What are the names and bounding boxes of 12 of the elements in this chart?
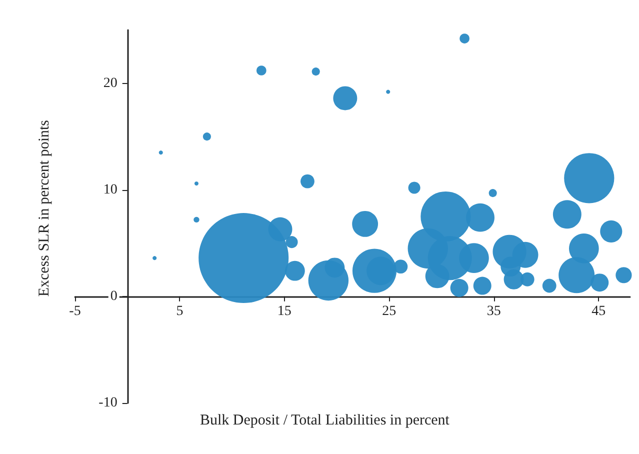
y-tick-label: 0 [110,288,118,304]
y-tick-label: 20 [103,76,118,91]
y-axis-title: Excess SLR in percent points [36,120,52,297]
y-tick-label: 10 [103,182,118,198]
x-tick-label: 25 [382,304,396,319]
y-tick-label: -10 [98,396,118,410]
x-axis-title: Bulk Deposit / Total Liabilities in percent [200,412,450,428]
x-tick-label: -5 [69,304,81,319]
x-tick-label: 5 [176,304,184,319]
x-tick-label: 35 [486,304,501,319]
x-tick-label: 15 [277,304,292,319]
x-tick-label: 45 [592,304,606,319]
